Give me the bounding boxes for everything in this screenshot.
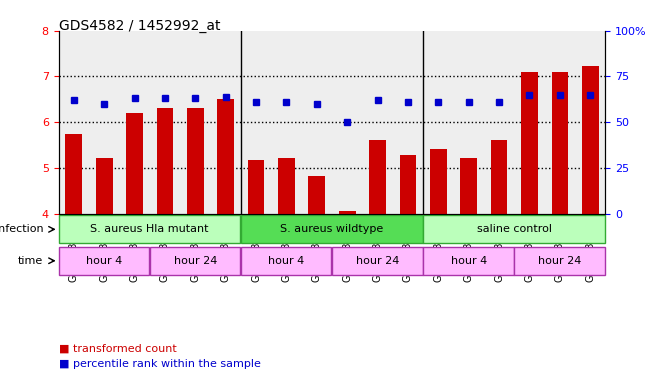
Text: hour 24: hour 24 — [538, 256, 581, 266]
Bar — [582, 66, 599, 214]
FancyBboxPatch shape — [241, 215, 422, 243]
FancyBboxPatch shape — [332, 247, 422, 275]
Bar — [96, 158, 113, 214]
Text: hour 4: hour 4 — [450, 256, 487, 266]
Bar — [309, 176, 326, 214]
Bar — [65, 134, 82, 214]
Bar — [491, 141, 508, 214]
Bar — [400, 155, 417, 214]
Bar — [551, 72, 568, 214]
Bar — [278, 158, 295, 214]
FancyBboxPatch shape — [59, 215, 240, 243]
FancyBboxPatch shape — [423, 215, 605, 243]
FancyBboxPatch shape — [514, 247, 605, 275]
Text: hour 4: hour 4 — [86, 256, 122, 266]
Text: S. aureus wildtype: S. aureus wildtype — [281, 224, 383, 234]
Text: saline control: saline control — [477, 224, 552, 234]
FancyBboxPatch shape — [423, 247, 514, 275]
Text: hour 4: hour 4 — [268, 256, 305, 266]
Text: infection: infection — [0, 224, 44, 234]
Text: ■ percentile rank within the sample: ■ percentile rank within the sample — [59, 359, 260, 369]
Bar — [369, 141, 386, 214]
Bar — [126, 113, 143, 214]
FancyBboxPatch shape — [59, 247, 149, 275]
Text: GDS4582 / 1452992_at: GDS4582 / 1452992_at — [59, 19, 220, 33]
Bar — [247, 160, 264, 214]
Bar — [156, 108, 173, 214]
Bar — [430, 149, 447, 214]
FancyBboxPatch shape — [150, 247, 240, 275]
Bar — [460, 158, 477, 214]
Text: ■ transformed count: ■ transformed count — [59, 343, 176, 353]
Text: hour 24: hour 24 — [356, 256, 399, 266]
FancyBboxPatch shape — [241, 247, 331, 275]
Text: time: time — [18, 256, 44, 266]
Text: S. aureus Hla mutant: S. aureus Hla mutant — [90, 224, 209, 234]
Bar — [217, 99, 234, 214]
Bar — [521, 72, 538, 214]
Bar — [339, 211, 355, 214]
Text: hour 24: hour 24 — [174, 256, 217, 266]
Bar — [187, 108, 204, 214]
